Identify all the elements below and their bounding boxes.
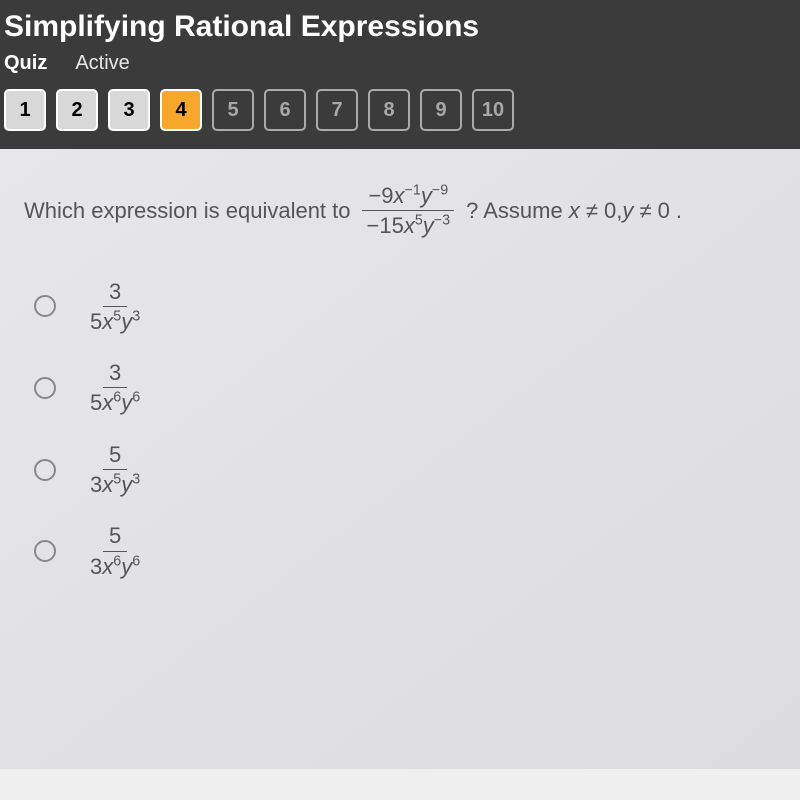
nav-q1[interactable]: 1 [4, 89, 46, 131]
answer-options: 3 5x5y3 3 5x6y6 5 3x5y3 [34, 279, 776, 579]
opt-d-den-coeff: 3 [90, 554, 102, 579]
opt-b-den-coeff: 5 [90, 390, 102, 415]
option-a-math: 3 5x5y3 [80, 279, 150, 335]
radio-d[interactable] [34, 540, 56, 562]
opt-a-x-exp: 5 [113, 309, 121, 325]
question-stem: Which expression is equivalent to −9x−1y… [24, 183, 776, 239]
opt-a-y-exp: 3 [132, 309, 140, 325]
question-nav: 1 2 3 4 5 6 7 8 9 10 [0, 89, 800, 149]
nav-q8[interactable]: 8 [368, 89, 410, 131]
question-tail: ? Assume [466, 198, 563, 224]
den-coeff: −15 [367, 213, 404, 238]
question-panel: Which expression is equivalent to −9x−1y… [0, 149, 800, 769]
question-period: . [676, 198, 682, 224]
opt-d-x-exp: 6 [113, 553, 121, 569]
den-y-exp: −3 [434, 213, 450, 229]
num-y-exp: −9 [432, 183, 448, 199]
option-c-math: 5 3x5y3 [80, 442, 150, 498]
opt-c-x-exp: 5 [113, 472, 121, 488]
nav-q3[interactable]: 3 [108, 89, 150, 131]
question-fraction: −9x−1y−9 −15x5y−3 [361, 183, 457, 239]
option-d[interactable]: 5 3x6y6 [34, 523, 776, 579]
radio-b[interactable] [34, 377, 56, 399]
nav-q5[interactable]: 5 [212, 89, 254, 131]
opt-b-num: 3 [103, 360, 127, 388]
opt-d-den: 3x6y6 [84, 552, 146, 579]
opt-a-num: 3 [103, 279, 127, 307]
question-lead: Which expression is equivalent to [24, 198, 351, 224]
den-x-exp: 5 [415, 213, 423, 229]
quiz-header: Simplifying Rational Expressions Quiz Ac… [0, 0, 800, 149]
option-b[interactable]: 3 5x6y6 [34, 360, 776, 416]
option-a[interactable]: 3 5x5y3 [34, 279, 776, 335]
opt-b-x-exp: 6 [113, 390, 121, 406]
nav-q2[interactable]: 2 [56, 89, 98, 131]
radio-a[interactable] [34, 295, 56, 317]
nav-q4[interactable]: 4 [160, 89, 202, 131]
num-x-exp: −1 [405, 183, 421, 199]
opt-c-den-coeff: 3 [90, 472, 102, 497]
opt-c-num: 5 [103, 442, 127, 470]
page-title: Simplifying Rational Expressions [4, 10, 800, 44]
tab-active[interactable]: Active [75, 52, 129, 75]
fraction-numerator: −9x−1y−9 [362, 183, 454, 211]
option-c[interactable]: 5 3x5y3 [34, 442, 776, 498]
nav-q10[interactable]: 10 [472, 89, 514, 131]
opt-c-den: 3x5y3 [84, 470, 146, 497]
subhead-row: Quiz Active [4, 52, 800, 75]
opt-c-y-exp: 3 [132, 472, 140, 488]
option-b-math: 3 5x6y6 [80, 360, 150, 416]
nav-q6[interactable]: 6 [264, 89, 306, 131]
opt-a-den: 5x5y3 [84, 307, 146, 334]
fraction-denominator: −15x5y−3 [361, 211, 457, 238]
nav-q9[interactable]: 9 [420, 89, 462, 131]
opt-d-y-exp: 6 [132, 553, 140, 569]
num-coeff: −9 [368, 183, 393, 208]
opt-b-den: 5x6y6 [84, 388, 146, 415]
opt-d-num: 5 [103, 523, 127, 551]
tab-quiz[interactable]: Quiz [4, 52, 47, 75]
opt-a-den-coeff: 5 [90, 309, 102, 334]
opt-b-y-exp: 6 [132, 390, 140, 406]
nav-q7[interactable]: 7 [316, 89, 358, 131]
assume-text: x ≠ 0,y ≠ 0 [569, 198, 670, 224]
radio-c[interactable] [34, 459, 56, 481]
option-d-math: 5 3x6y6 [80, 523, 150, 579]
